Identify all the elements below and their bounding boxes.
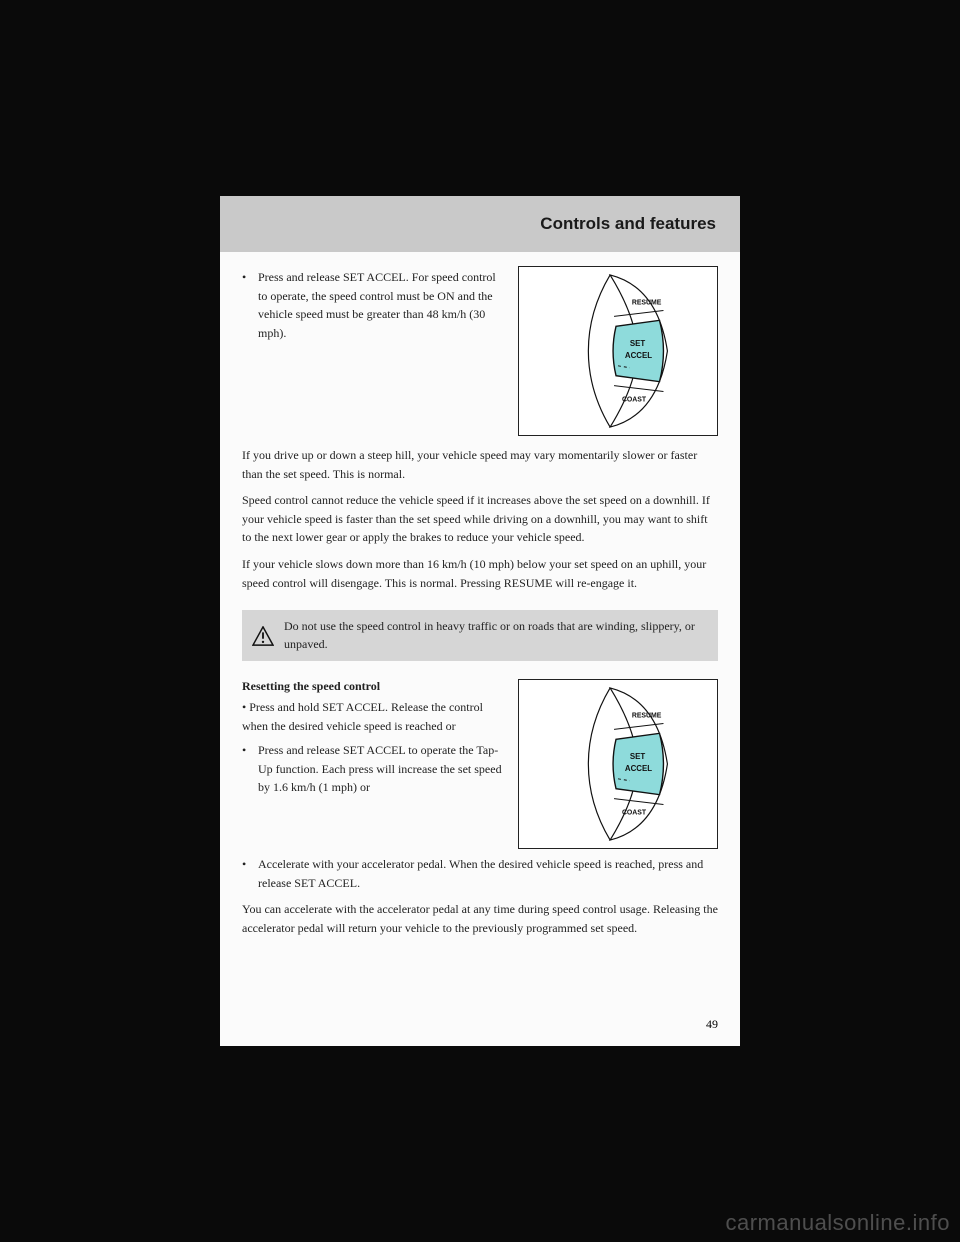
reset-body-3: Accelerate with your accelerator pedal. … [258, 855, 718, 892]
warning-icon [252, 626, 274, 646]
reset-body-1: • Press and hold SET ACCEL. Release the … [242, 698, 506, 735]
reset-speed-text: Resetting the speed control • Press and … [242, 679, 506, 797]
cruise-svg-2: RESUME SET ACCEL COAST [519, 680, 717, 848]
accel-label: ACCEL [625, 764, 652, 773]
reset-heading: Resetting the speed control [242, 679, 506, 694]
set-label: SET [630, 752, 646, 761]
accel-label: ACCEL [625, 351, 652, 360]
set-label: SET [630, 339, 646, 348]
bullet-dot: • [242, 268, 252, 342]
set-speed-text: • Press and release SET ACCEL. For speed… [242, 266, 506, 342]
set-speed-block: • Press and release SET ACCEL. For speed… [242, 266, 718, 436]
para-hill-variation: If you drive up or down a steep hill, yo… [242, 446, 718, 483]
bullet-dot: • [242, 855, 252, 892]
section-title: Controls and features [540, 214, 716, 234]
resume-label: RESUME [632, 712, 662, 719]
reset-body-2: Press and release SET ACCEL to operate t… [258, 741, 506, 797]
reset-speed-block: Resetting the speed control • Press and … [242, 679, 718, 849]
page-number: 49 [706, 1017, 718, 1032]
warning-callout: Do not use the speed control in heavy tr… [242, 610, 718, 661]
cruise-control-diagram-2: RESUME SET ACCEL COAST [518, 679, 718, 849]
cruise-svg: RESUME SET ACCEL COAST [519, 267, 717, 435]
page-content: • Press and release SET ACCEL. For speed… [220, 252, 740, 937]
header-bar: Controls and features [220, 196, 740, 252]
para-uphill-disengage: If your vehicle slows down more than 16 … [242, 555, 718, 592]
bullet-text: Press and release SET ACCEL. For speed c… [258, 268, 506, 342]
bullet-item: • Press and release SET ACCEL. For speed… [242, 268, 506, 342]
reset-bullet-2: • Press and release SET ACCEL to operate… [242, 741, 506, 797]
reset-bullet-3: • Accelerate with your accelerator pedal… [242, 855, 718, 892]
manual-page: Controls and features • Press and releas… [220, 196, 740, 1046]
para-downhill: Speed control cannot reduce the vehicle … [242, 491, 718, 547]
coast-label: COAST [622, 809, 647, 816]
reset-note: You can accelerate with the accelerator … [242, 900, 718, 937]
resume-label: RESUME [632, 300, 662, 307]
bullet-dot: • [242, 741, 252, 797]
coast-label: COAST [622, 396, 647, 403]
cruise-control-diagram: RESUME SET ACCEL COAST [518, 266, 718, 436]
warning-text: Do not use the speed control in heavy tr… [284, 618, 708, 653]
pod-left-curve [588, 275, 610, 427]
pod-left-curve [588, 688, 610, 840]
watermark: carmanualsonline.info [725, 1210, 950, 1236]
